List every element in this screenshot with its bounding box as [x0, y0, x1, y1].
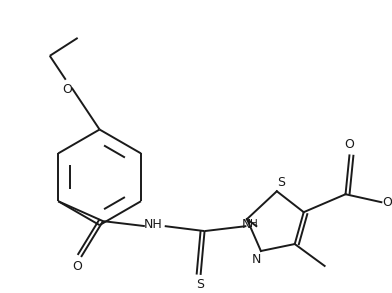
- Text: S: S: [277, 176, 285, 189]
- Text: N: N: [252, 253, 261, 266]
- Text: O: O: [383, 196, 392, 209]
- Text: O: O: [72, 260, 82, 273]
- Text: NH: NH: [143, 218, 162, 231]
- Text: O: O: [345, 138, 354, 151]
- Text: O: O: [62, 83, 72, 96]
- Text: N: N: [242, 218, 251, 231]
- Text: S: S: [196, 278, 205, 291]
- Text: H: H: [250, 219, 258, 229]
